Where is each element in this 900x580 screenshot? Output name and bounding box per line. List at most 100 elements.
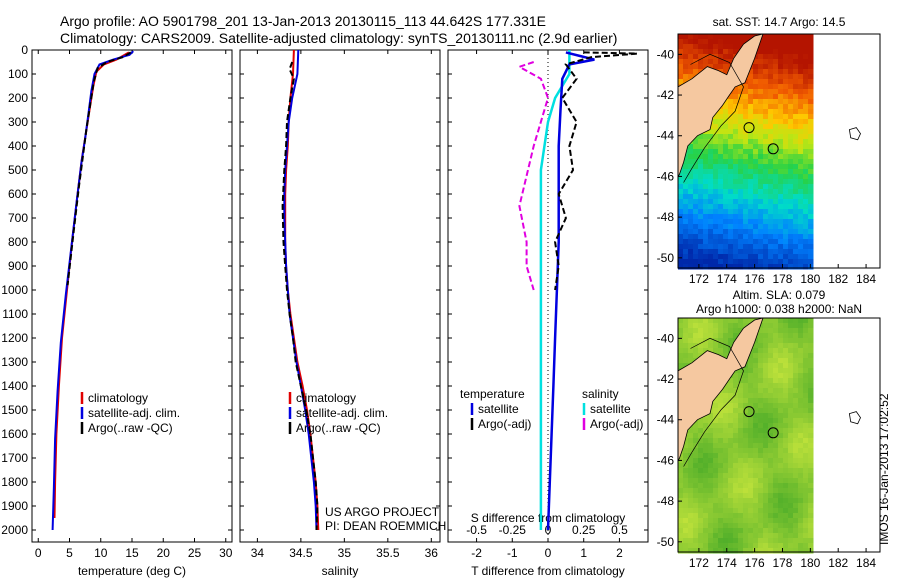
map-cell [768, 503, 774, 509]
map-cell [758, 368, 764, 374]
map-cell [773, 453, 779, 459]
map-cell [768, 413, 774, 419]
map-cell [698, 174, 704, 180]
map-cell [748, 443, 754, 449]
map-cell [708, 348, 714, 354]
map-cell [763, 358, 769, 364]
map-cell [678, 209, 684, 215]
map-cell [758, 503, 764, 509]
map-cell [733, 418, 739, 424]
map-cell [688, 433, 694, 439]
map-cell [743, 418, 749, 424]
map-cell [708, 493, 714, 499]
map-cell [753, 254, 759, 260]
map-cell [748, 234, 754, 240]
map-cell [708, 54, 714, 60]
y-tick-label: 1200 [1, 331, 28, 345]
map-cell [753, 59, 759, 65]
map-cell [773, 463, 779, 469]
map-cell [783, 478, 789, 484]
map-cell [808, 338, 814, 344]
map-cell [788, 398, 794, 404]
map-cell [803, 373, 809, 379]
map-cell [733, 244, 739, 250]
map-cell [718, 423, 724, 429]
map-cell [708, 209, 714, 215]
map-cell [683, 249, 689, 255]
map-cell [773, 249, 779, 255]
map-cell [783, 533, 789, 539]
map-cell [768, 204, 774, 210]
map-cell [753, 363, 759, 369]
map-cell [698, 49, 704, 55]
map-cell [763, 483, 769, 489]
map-cell [808, 408, 814, 414]
map-cell [788, 84, 794, 90]
map-cell [698, 169, 704, 175]
map-cell [758, 254, 764, 260]
map-cell [793, 453, 799, 459]
map-cell [688, 39, 694, 45]
map-cell [683, 74, 689, 80]
map-cell [798, 353, 804, 359]
map-cell [748, 448, 754, 454]
map-cell [723, 179, 729, 185]
map-cell [763, 184, 769, 190]
map-cell [763, 34, 769, 40]
map-cell [708, 488, 714, 494]
map-cell [703, 483, 709, 489]
map-cell [693, 49, 699, 55]
map-cell [763, 84, 769, 90]
map-cell [688, 249, 694, 255]
map-cell [793, 239, 799, 245]
map-cell [808, 488, 814, 494]
map-cell [768, 548, 774, 554]
map-cell [778, 398, 784, 404]
map-cell [738, 34, 744, 40]
map-cell [778, 538, 784, 544]
map-cell [768, 383, 774, 389]
map-cell [728, 119, 734, 125]
map-cell [768, 318, 774, 324]
map-cell [773, 134, 779, 140]
map-cell [738, 104, 744, 110]
map-cell [793, 159, 799, 165]
map-cell [738, 134, 744, 140]
map-cell [793, 189, 799, 195]
map-cell [763, 164, 769, 170]
map-cell [798, 543, 804, 549]
map-cell [723, 338, 729, 344]
y-tick-label: 1700 [1, 451, 28, 465]
map-cell [678, 478, 684, 484]
map-cell [798, 259, 804, 265]
map-cell [763, 44, 769, 50]
map-cell [778, 69, 784, 75]
map-cell [738, 214, 744, 220]
map-cell [683, 229, 689, 235]
map-cell [773, 518, 779, 524]
map-cell [713, 149, 719, 155]
map-cell [788, 358, 794, 364]
map-cell [748, 99, 754, 105]
map-cell [693, 473, 699, 479]
map-cell [803, 104, 809, 110]
map-cell [703, 513, 709, 519]
map-cell [803, 179, 809, 185]
map-cell [713, 513, 719, 519]
map-cell [748, 393, 754, 399]
map-cell [753, 234, 759, 240]
map-cell [808, 533, 814, 539]
map-cell [748, 199, 754, 205]
map-cell [803, 328, 809, 334]
map-cell [703, 214, 709, 220]
map-cell [688, 533, 694, 539]
map-cell [723, 343, 729, 349]
map-cell [683, 333, 689, 339]
y-tick-label: 300 [8, 115, 28, 129]
map-cell [703, 189, 709, 195]
map-cell [718, 34, 724, 40]
map-cell [748, 79, 754, 85]
map-cell [743, 403, 749, 409]
y-tick-label: 800 [8, 235, 28, 249]
map-cell [683, 318, 689, 324]
